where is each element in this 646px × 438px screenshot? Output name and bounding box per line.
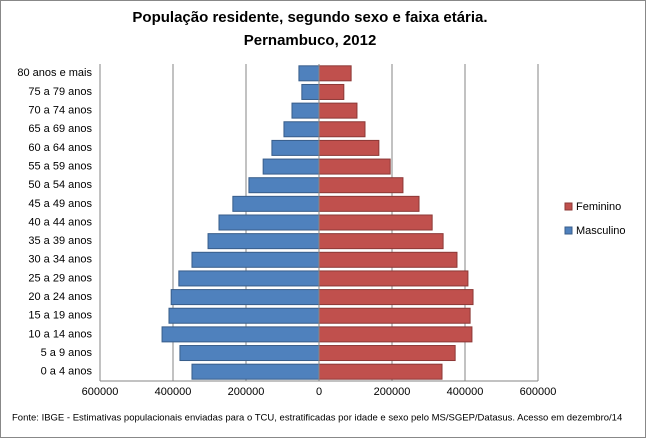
- y-tick-label: 65 a 69 anos: [28, 123, 92, 135]
- bar: [318, 139, 380, 156]
- bar: [248, 177, 320, 194]
- bar: [318, 177, 404, 194]
- y-tick-label: 80 anos e mais: [17, 67, 92, 79]
- bar: [318, 363, 443, 380]
- y-tick-label: 60 a 64 anos: [28, 142, 92, 154]
- y-tick-label: 50 a 54 anos: [28, 179, 92, 191]
- y-tick-label: 40 a 44 anos: [28, 216, 92, 228]
- legend-label: Feminino: [576, 201, 621, 213]
- x-tick-label: 600000: [82, 386, 119, 398]
- bar: [271, 139, 320, 156]
- bar: [318, 214, 433, 231]
- source-note: Fonte: IBGE - Estimativas populacionais …: [12, 413, 622, 424]
- bar: [318, 326, 473, 343]
- bar: [318, 270, 469, 287]
- chart-title: População residente, segundo sexo e faix…: [132, 9, 487, 26]
- x-tick-label: 600000: [520, 386, 557, 398]
- bar: [168, 307, 320, 324]
- y-tick-label: 55 a 59 anos: [28, 160, 92, 172]
- bar: [318, 289, 474, 306]
- chart-subtitle: Pernambuco, 2012: [244, 32, 377, 49]
- bar: [232, 195, 320, 212]
- y-tick-label: 0 a 4 anos: [41, 366, 93, 378]
- bar: [318, 83, 345, 100]
- bar: [207, 233, 320, 250]
- bar: [301, 83, 320, 100]
- bar: [161, 326, 320, 343]
- y-tick-label: 70 a 74 anos: [28, 105, 92, 117]
- bar: [318, 251, 458, 268]
- x-tick-label: 0: [316, 386, 322, 398]
- bar: [191, 363, 320, 380]
- bar: [283, 121, 320, 138]
- bar: [291, 102, 320, 119]
- y-tick-label: 30 a 34 anos: [28, 254, 92, 266]
- bar: [318, 307, 471, 324]
- y-tick-label: 75 a 79 anos: [28, 86, 92, 98]
- y-tick-label: 5 a 9 anos: [41, 347, 93, 359]
- bar: [318, 195, 420, 212]
- bar: [191, 251, 320, 268]
- y-tick-label: 35 a 39 anos: [28, 235, 92, 247]
- bar: [318, 65, 352, 82]
- legend-swatch: [564, 226, 573, 235]
- bar: [318, 102, 358, 119]
- bar: [318, 158, 391, 175]
- bar: [262, 158, 320, 175]
- bar: [298, 65, 320, 82]
- y-tick-label: 10 a 14 anos: [28, 328, 92, 340]
- y-tick-label: 20 a 24 anos: [28, 291, 92, 303]
- x-tick-label: 200000: [228, 386, 265, 398]
- bar: [318, 345, 456, 362]
- x-tick-label: 200000: [374, 386, 411, 398]
- x-tick-label: 400000: [447, 386, 484, 398]
- bar: [179, 345, 320, 362]
- x-tick-label: 400000: [155, 386, 192, 398]
- bar: [170, 289, 320, 306]
- bar: [218, 214, 320, 231]
- bar: [318, 121, 366, 138]
- bar: [178, 270, 320, 287]
- y-tick-label: 15 a 19 anos: [28, 310, 92, 322]
- legend-label: Masculino: [576, 225, 626, 237]
- y-tick-label: 25 a 29 anos: [28, 272, 92, 284]
- y-tick-label: 45 a 49 anos: [28, 198, 92, 210]
- legend-swatch: [564, 202, 573, 211]
- bar: [318, 233, 444, 250]
